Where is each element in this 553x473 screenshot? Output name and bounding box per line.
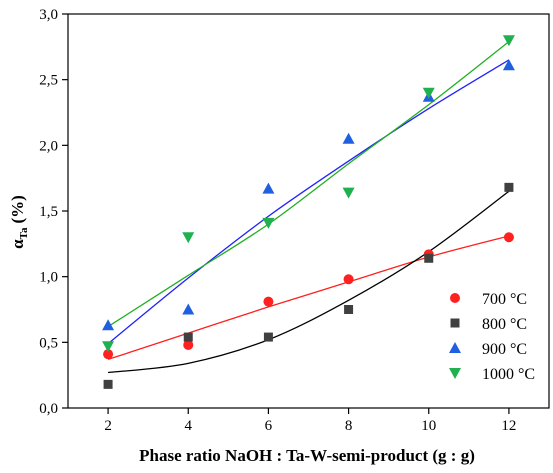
data-point-700c — [263, 296, 274, 307]
fit-line-900c — [107, 59, 510, 345]
y-tick-label: 1,5 — [39, 204, 58, 220]
data-point-800c — [424, 253, 434, 263]
x-axis: 2 4 6 8 10 12 — [104, 408, 516, 434]
legend-marker-700c — [450, 293, 460, 303]
data-point-1000c — [422, 87, 435, 99]
data-point-900c — [182, 303, 195, 315]
data-point-1000c — [182, 232, 195, 244]
data-point-1000c — [342, 187, 355, 199]
data-point-800c — [344, 305, 354, 314]
fit-line-800c — [108, 190, 510, 374]
legend-marker-800c — [450, 318, 460, 328]
y-tick-label: 0,5 — [39, 335, 58, 351]
data-point-700c — [183, 339, 194, 350]
y-tick-label: 0,0 — [39, 401, 58, 417]
data-point-900c — [102, 319, 115, 331]
data-point-900c — [262, 182, 275, 194]
data-point-700c — [103, 349, 114, 360]
x-tick-label: 8 — [345, 418, 353, 434]
data-point-1000c — [502, 35, 515, 47]
legend-marker-1000c — [449, 368, 461, 379]
x-tick-label: 6 — [265, 418, 273, 434]
x-tick-label: 4 — [185, 418, 193, 434]
legend-label-900c: 900 °C — [482, 341, 527, 358]
y-tick-label: 3,0 — [39, 7, 58, 23]
data-point-1000c — [102, 341, 115, 353]
x-axis-title: Phase ratio NaOH : Ta-W-semi-product (g … — [139, 446, 475, 465]
y-axis-title-symbol: α — [8, 239, 27, 249]
legend: 700 °C 800 °C 900 °C 1000 °C — [449, 291, 535, 383]
data-point-700c — [343, 274, 354, 285]
y-tick-label: 1,0 — [39, 270, 58, 286]
y-axis-title-unit: (%) — [8, 195, 27, 223]
y-axis-title: αTa (%) — [8, 195, 30, 249]
y-tick-label: 2,5 — [39, 73, 58, 89]
x-tick-label: 2 — [104, 418, 112, 434]
fit-line-700c — [107, 235, 510, 361]
legend-marker-900c — [449, 342, 461, 353]
data-point-900c — [502, 59, 515, 71]
data-point-1000c — [262, 217, 275, 229]
legend-label-700c: 700 °C — [482, 291, 527, 308]
data-markers — [102, 35, 515, 389]
legend-label-1000c: 1000 °C — [482, 366, 535, 383]
fit-lines — [107, 41, 510, 374]
y-axis-title-subscript: Ta — [18, 227, 30, 239]
data-point-900c — [342, 132, 355, 144]
y-axis: 0,0 0,5 1,0 1,5 2,0 2,5 3,0 — [39, 7, 68, 417]
x-tick-label: 12 — [501, 418, 516, 434]
data-point-800c — [263, 332, 273, 342]
legend-label-800c: 800 °C — [482, 316, 527, 333]
x-tick-label: 10 — [421, 418, 436, 434]
y-tick-label: 2,0 — [39, 138, 58, 154]
data-point-800c — [103, 379, 113, 389]
data-point-700c — [503, 232, 514, 243]
data-point-800c — [183, 332, 193, 342]
fit-line-1000c — [107, 41, 510, 328]
data-point-800c — [504, 182, 514, 192]
